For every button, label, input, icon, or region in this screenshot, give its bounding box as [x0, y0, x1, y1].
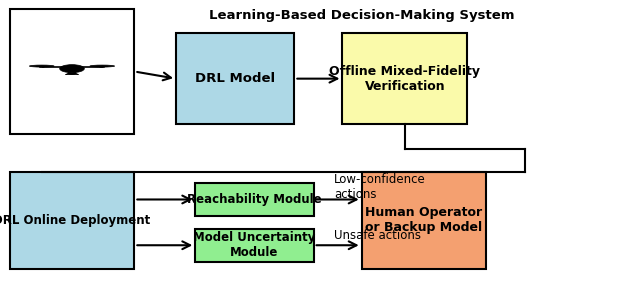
Text: Learning-Based Decision-Making System: Learning-Based Decision-Making System: [209, 9, 515, 21]
Bar: [42, 66, 72, 67]
FancyBboxPatch shape: [362, 172, 486, 269]
Ellipse shape: [39, 66, 44, 67]
Ellipse shape: [100, 66, 105, 67]
Text: Reachability Module: Reachability Module: [187, 193, 322, 206]
Ellipse shape: [90, 65, 115, 67]
Text: Offline Mixed-Fidelity
Verification: Offline Mixed-Fidelity Verification: [330, 65, 480, 93]
Polygon shape: [65, 73, 79, 75]
Ellipse shape: [68, 72, 76, 74]
Text: Unsafe actions: Unsafe actions: [334, 229, 421, 243]
FancyBboxPatch shape: [10, 172, 134, 269]
Ellipse shape: [60, 65, 84, 73]
FancyBboxPatch shape: [195, 183, 314, 216]
Bar: [70, 69, 74, 73]
Text: Low-confidence
actions: Low-confidence actions: [334, 173, 426, 201]
FancyBboxPatch shape: [176, 33, 294, 124]
FancyBboxPatch shape: [10, 9, 134, 134]
Ellipse shape: [70, 72, 74, 74]
Text: Human Operator
or Backup Model: Human Operator or Backup Model: [365, 206, 483, 234]
FancyBboxPatch shape: [342, 33, 467, 124]
Text: Model Uncertainty
Module: Model Uncertainty Module: [193, 231, 316, 259]
Bar: [72, 66, 102, 67]
Ellipse shape: [29, 65, 54, 67]
Text: DRL Online Deployment: DRL Online Deployment: [0, 214, 150, 227]
FancyBboxPatch shape: [195, 229, 314, 262]
Text: DRL Model: DRL Model: [195, 72, 275, 85]
